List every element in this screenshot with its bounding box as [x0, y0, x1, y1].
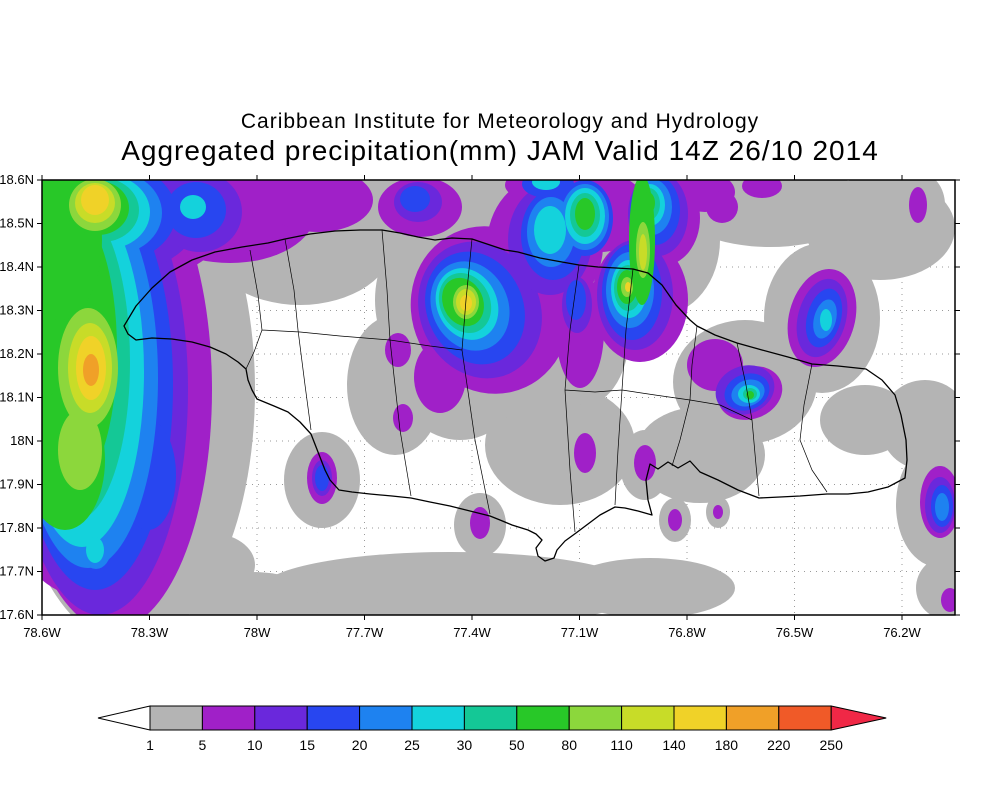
colorbar-label: 220 — [767, 737, 791, 753]
lat-tick-label: 18N — [10, 433, 34, 448]
colorbar-label: 15 — [299, 737, 315, 753]
colorbar-label: 80 — [561, 737, 577, 753]
lon-tick-label: 76.8W — [668, 625, 706, 640]
lat-tick-label: 18.3N — [0, 303, 34, 318]
colorbar-segment — [673, 705, 727, 731]
colorbar-segment — [725, 705, 780, 731]
colorbar-label: 10 — [247, 737, 263, 753]
colorbar-segment — [306, 705, 361, 731]
lon-tick-label: 76.2W — [883, 625, 921, 640]
colorbar-segment — [516, 705, 570, 731]
axis-labels: 18.6N 18.5N 18.4N 18.3N 18.2N 18.1N 18N 17.9N 17… — [0, 172, 960, 640]
colorbar-segment — [621, 705, 675, 731]
jamaica-coastline — [123, 229, 908, 562]
colorbar-label: 140 — [662, 737, 686, 753]
colorbar-segment — [149, 705, 203, 731]
colorbar-label: 180 — [715, 737, 739, 753]
lat-tick-label: 18.6N — [0, 172, 34, 187]
colorbar-label: 25 — [404, 737, 420, 753]
colorbar-over-arrow — [830, 705, 887, 731]
colorbar-under-arrow — [97, 705, 151, 731]
colorbar-segment — [254, 705, 308, 731]
plot-title: Aggregated precipitation(mm) JAM Valid 1… — [121, 135, 879, 166]
institution-title: Caribbean Institute for Meteorology and … — [240, 110, 760, 133]
colorbar-segment — [359, 705, 413, 731]
lat-tick-label: 18.2N — [0, 346, 34, 361]
colorbar-segment — [411, 705, 465, 731]
lon-tick-label: 77.1W — [561, 625, 599, 640]
colorbar-label: 30 — [457, 737, 473, 753]
lat-tick-label: 18.1N — [0, 390, 34, 405]
lon-tick-label: 76.5W — [776, 625, 814, 640]
colorbar-label: 50 — [509, 737, 525, 753]
colorbar-label: 20 — [352, 737, 368, 753]
jamaica-basemap — [123, 229, 908, 562]
lat-tick-label: 18.4N — [0, 259, 34, 274]
lon-tick-label: 78W — [244, 625, 271, 640]
lat-tick-label: 17.7N — [0, 564, 34, 579]
lat-tick-label: 17.8N — [0, 520, 34, 535]
lon-tick-label: 78.6W — [23, 625, 61, 640]
title-block: Caribbean Institute for Meteorology and … — [0, 110, 1000, 167]
precip-band-180-220mm — [83, 354, 99, 386]
lon-tick-label: 78.3W — [131, 625, 169, 640]
colorbar-label: 110 — [610, 737, 633, 753]
colorbar: 1 5 10 15 20 25 30 50 80 110 140 180 220 250 — [97, 705, 887, 753]
colorbar-segment — [568, 705, 623, 731]
lat-tick-label: 17.9N — [0, 477, 34, 492]
lat-tick-label: 17.6N — [0, 607, 34, 622]
precipitation-shading — [42, 180, 955, 615]
colorbar-segment — [463, 705, 518, 731]
lat-tick-label: 18.5N — [0, 216, 34, 231]
colorbar-segment — [778, 705, 832, 731]
colorbar-label: 250 — [820, 737, 844, 753]
colorbar-segment — [201, 705, 256, 731]
colorbar-label: 5 — [199, 737, 207, 753]
colorbar-label: 1 — [146, 737, 154, 753]
parish-boundaries — [245, 229, 828, 533]
lon-tick-label: 77.4W — [453, 625, 491, 640]
lon-tick-label: 77.7W — [346, 625, 384, 640]
